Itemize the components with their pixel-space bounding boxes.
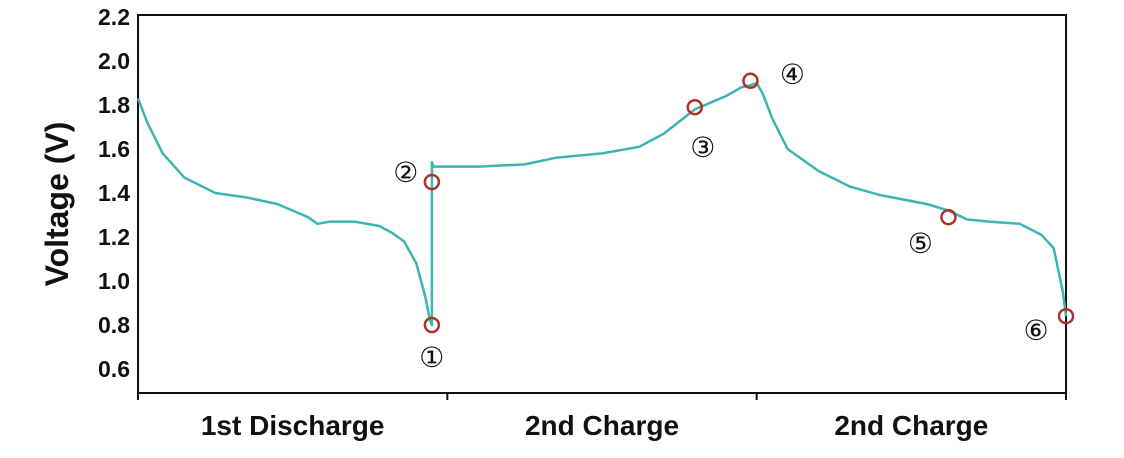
y-ticks: 0.6 0.8 1.0 1.2 1.4 1.6 1.8 2.0 2.2 — [98, 4, 130, 382]
marker-label: ① — [419, 341, 444, 374]
x-categories: 1st Discharge 2nd Charge 2nd Charge — [201, 410, 989, 441]
voltage-series-line — [136, 81, 1068, 327]
marker-label: ② — [393, 156, 418, 189]
data-marker — [423, 173, 441, 191]
x-category-label: 1st Discharge — [201, 410, 385, 441]
marker-label: ⑥ — [1023, 314, 1048, 347]
x-category-label: 2nd Charge — [834, 410, 988, 441]
data-marker — [686, 98, 704, 116]
marker-label: ③ — [690, 131, 715, 164]
x-category-label: 2nd Charge — [525, 410, 679, 441]
data-marker — [423, 316, 441, 334]
y-tick-label: 2.0 — [98, 48, 130, 74]
y-tick-label: 1.8 — [98, 92, 130, 118]
data-marker — [742, 72, 759, 90]
y-tick-label: 0.8 — [98, 312, 130, 338]
y-tick-label: 1.2 — [98, 224, 130, 250]
y-tick-label: 0.6 — [98, 356, 130, 382]
series-group — [136, 81, 1068, 327]
y-tick-label: 1.4 — [98, 180, 130, 206]
plot-frame — [137, 14, 1067, 394]
y-tick-label: 1.0 — [98, 268, 130, 294]
marker-label: ④ — [780, 58, 805, 91]
markers-group: ① ② ③ ④ ⑤ ⑥ — [393, 58, 1075, 374]
y-tick-label: 2.2 — [98, 4, 130, 30]
y-tick-label: 1.6 — [98, 136, 130, 162]
marker-label: ⑤ — [908, 227, 933, 260]
data-marker — [1057, 307, 1075, 325]
y-axis-label: Voltage (V) — [39, 122, 75, 287]
data-marker — [940, 208, 957, 226]
axes — [137, 14, 1067, 400]
